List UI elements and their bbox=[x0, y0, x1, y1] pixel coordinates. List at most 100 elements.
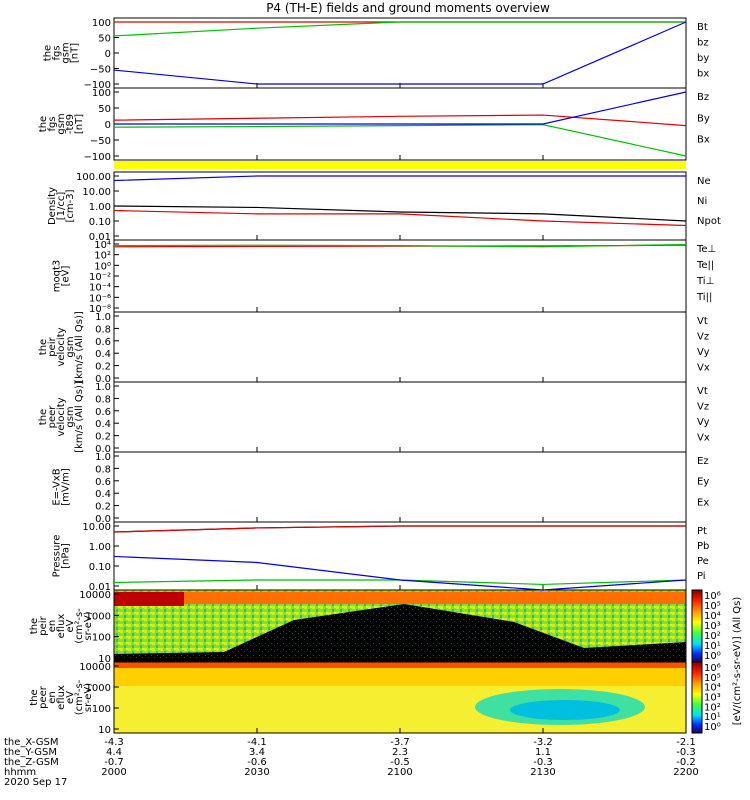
y-tick-label: 0.6 bbox=[95, 407, 111, 418]
legend-Te||: Te|| bbox=[696, 260, 714, 271]
y-axis-label: the bbox=[38, 339, 49, 355]
legend-Bz: Bz bbox=[697, 92, 709, 103]
y-axis-label: (cm²-s- bbox=[74, 608, 85, 644]
y-tick-label: 0.0 bbox=[95, 514, 111, 525]
y-axis-label: E=-VxB bbox=[52, 468, 63, 505]
legend-Pt: Pt bbox=[697, 526, 707, 537]
y-axis-label: [cm-3] bbox=[65, 189, 76, 222]
y-tick-label: 0.2 bbox=[95, 432, 111, 443]
colorbar-tick-label: 10⁰ bbox=[704, 651, 721, 662]
orbit-value: -0.3 bbox=[533, 757, 553, 768]
legend-bx: bx bbox=[697, 69, 709, 80]
y-tick-label: 0.10 bbox=[89, 562, 111, 573]
series-Ti⊥ bbox=[113, 243, 687, 248]
series-By bbox=[113, 124, 687, 157]
y-axis-label: eV bbox=[65, 691, 76, 704]
orbit-value: -3.2 bbox=[533, 737, 553, 748]
panel-peer_v bbox=[113, 381, 687, 453]
series-Pb bbox=[113, 525, 686, 533]
legend-Pi: Pi bbox=[697, 571, 706, 582]
y-tick-label: 10000 bbox=[79, 662, 111, 673]
y-tick-label: 10⁻⁸ bbox=[89, 304, 111, 315]
legend-Vx: Vx bbox=[697, 363, 710, 374]
legend-bz: bz bbox=[697, 38, 709, 49]
panel-peir_v bbox=[113, 311, 687, 383]
legend-Vx: Vx bbox=[697, 433, 710, 444]
series-bx bbox=[113, 21, 687, 85]
panel-fgs bbox=[113, 17, 687, 89]
y-axis-label: [nPa] bbox=[61, 543, 72, 569]
orbit-value: -4.1 bbox=[247, 737, 267, 748]
orbit-row-label: the_Z-GSM bbox=[4, 757, 59, 768]
panel-peer_eflux bbox=[113, 661, 687, 734]
colorbar-tick-label: 10⁵ bbox=[704, 673, 721, 684]
y-axis-label: sr-eV) bbox=[83, 683, 94, 712]
series-Ne bbox=[113, 209, 687, 227]
y-tick-label: 0.0 bbox=[95, 374, 111, 385]
orbit-value: -0.3 bbox=[676, 747, 696, 758]
y-tick-label: 10000 bbox=[79, 590, 111, 601]
date-label: 2020 Sep 17 bbox=[4, 777, 67, 788]
series-Pi bbox=[113, 555, 687, 591]
y-tick-label: 0.6 bbox=[95, 337, 111, 348]
y-tick-label: 1000 bbox=[86, 611, 111, 622]
spectrogram-peer-top bbox=[114, 662, 686, 668]
y-tick-label: −100 bbox=[84, 152, 111, 163]
orbit-value: 2100 bbox=[387, 767, 412, 778]
y-tick-label: 100 bbox=[92, 18, 111, 29]
plot-title: P4 (TH-E) fields and ground moments over… bbox=[266, 1, 550, 15]
y-tick-label: 100 bbox=[92, 633, 111, 644]
y-tick-label: 0.10 bbox=[89, 217, 111, 228]
y-tick-label: 0.01 bbox=[89, 582, 111, 593]
y-axis-label: fgs bbox=[47, 116, 58, 131]
colorbar-tick-label: 10⁶ bbox=[704, 591, 721, 602]
legend-Npot: Npot bbox=[697, 216, 721, 227]
panel-frame bbox=[113, 17, 687, 89]
y-tick-label: 0.4 bbox=[95, 349, 111, 360]
y-axis-label: the bbox=[29, 618, 40, 634]
y-tick-label: 0.6 bbox=[95, 477, 111, 488]
y-axis-label: the bbox=[29, 689, 40, 705]
y-axis-label: gsm bbox=[65, 336, 76, 357]
y-tick-label: 0.8 bbox=[95, 464, 111, 475]
legend-Ey: Ey bbox=[697, 477, 709, 488]
y-axis-label: en bbox=[47, 620, 58, 633]
legend-Ti||: Ti|| bbox=[696, 292, 712, 303]
y-axis-label: gsm bbox=[56, 113, 67, 134]
series-Pe bbox=[113, 579, 687, 586]
spectrogram-peir-dark bbox=[114, 604, 686, 662]
colorbar-tick-label: 10³ bbox=[704, 621, 721, 632]
y-tick-label: 10² bbox=[94, 251, 111, 262]
y-axis-label: -t89 bbox=[65, 114, 76, 134]
y-tick-label: 10⁻² bbox=[89, 272, 111, 283]
series-Npot bbox=[113, 175, 686, 182]
y-axis-label: [mV/m] bbox=[61, 468, 72, 506]
orbit-value: -0.5 bbox=[390, 757, 410, 768]
orbit-value: 3.4 bbox=[249, 747, 265, 758]
panel-frame bbox=[113, 451, 687, 523]
colorbar-tick-label: 10⁴ bbox=[704, 683, 721, 694]
spectrogram-peir-hot bbox=[114, 592, 184, 606]
y-tick-label: 1.0 bbox=[95, 452, 111, 463]
legend-Ni: Ni bbox=[697, 196, 707, 207]
y-axis-label: gsm bbox=[61, 42, 72, 63]
status-bar bbox=[114, 161, 686, 169]
y-tick-label: 0.8 bbox=[95, 394, 111, 405]
y-axis-label: velocity bbox=[56, 397, 67, 436]
y-axis-label: sr-eV) bbox=[83, 611, 94, 640]
legend-Bx: Bx bbox=[697, 135, 710, 146]
orbit-value: 2130 bbox=[530, 767, 555, 778]
y-tick-label: 50 bbox=[98, 104, 111, 115]
legend-Pb: Pb bbox=[697, 541, 709, 552]
y-tick-label: 1000 bbox=[86, 683, 111, 694]
series-by bbox=[113, 21, 686, 37]
colorbar bbox=[691, 589, 703, 663]
y-axis-label: [km/s (All Qs)] bbox=[74, 311, 85, 383]
legend-Ez: Ez bbox=[697, 456, 709, 467]
y-tick-label: 10⁻⁴ bbox=[89, 283, 111, 294]
orbit-value: 2000 bbox=[101, 767, 126, 778]
legend-Pe: Pe bbox=[697, 556, 709, 567]
orbit-value: -0.6 bbox=[247, 757, 267, 768]
y-tick-label: 0.2 bbox=[95, 362, 111, 373]
